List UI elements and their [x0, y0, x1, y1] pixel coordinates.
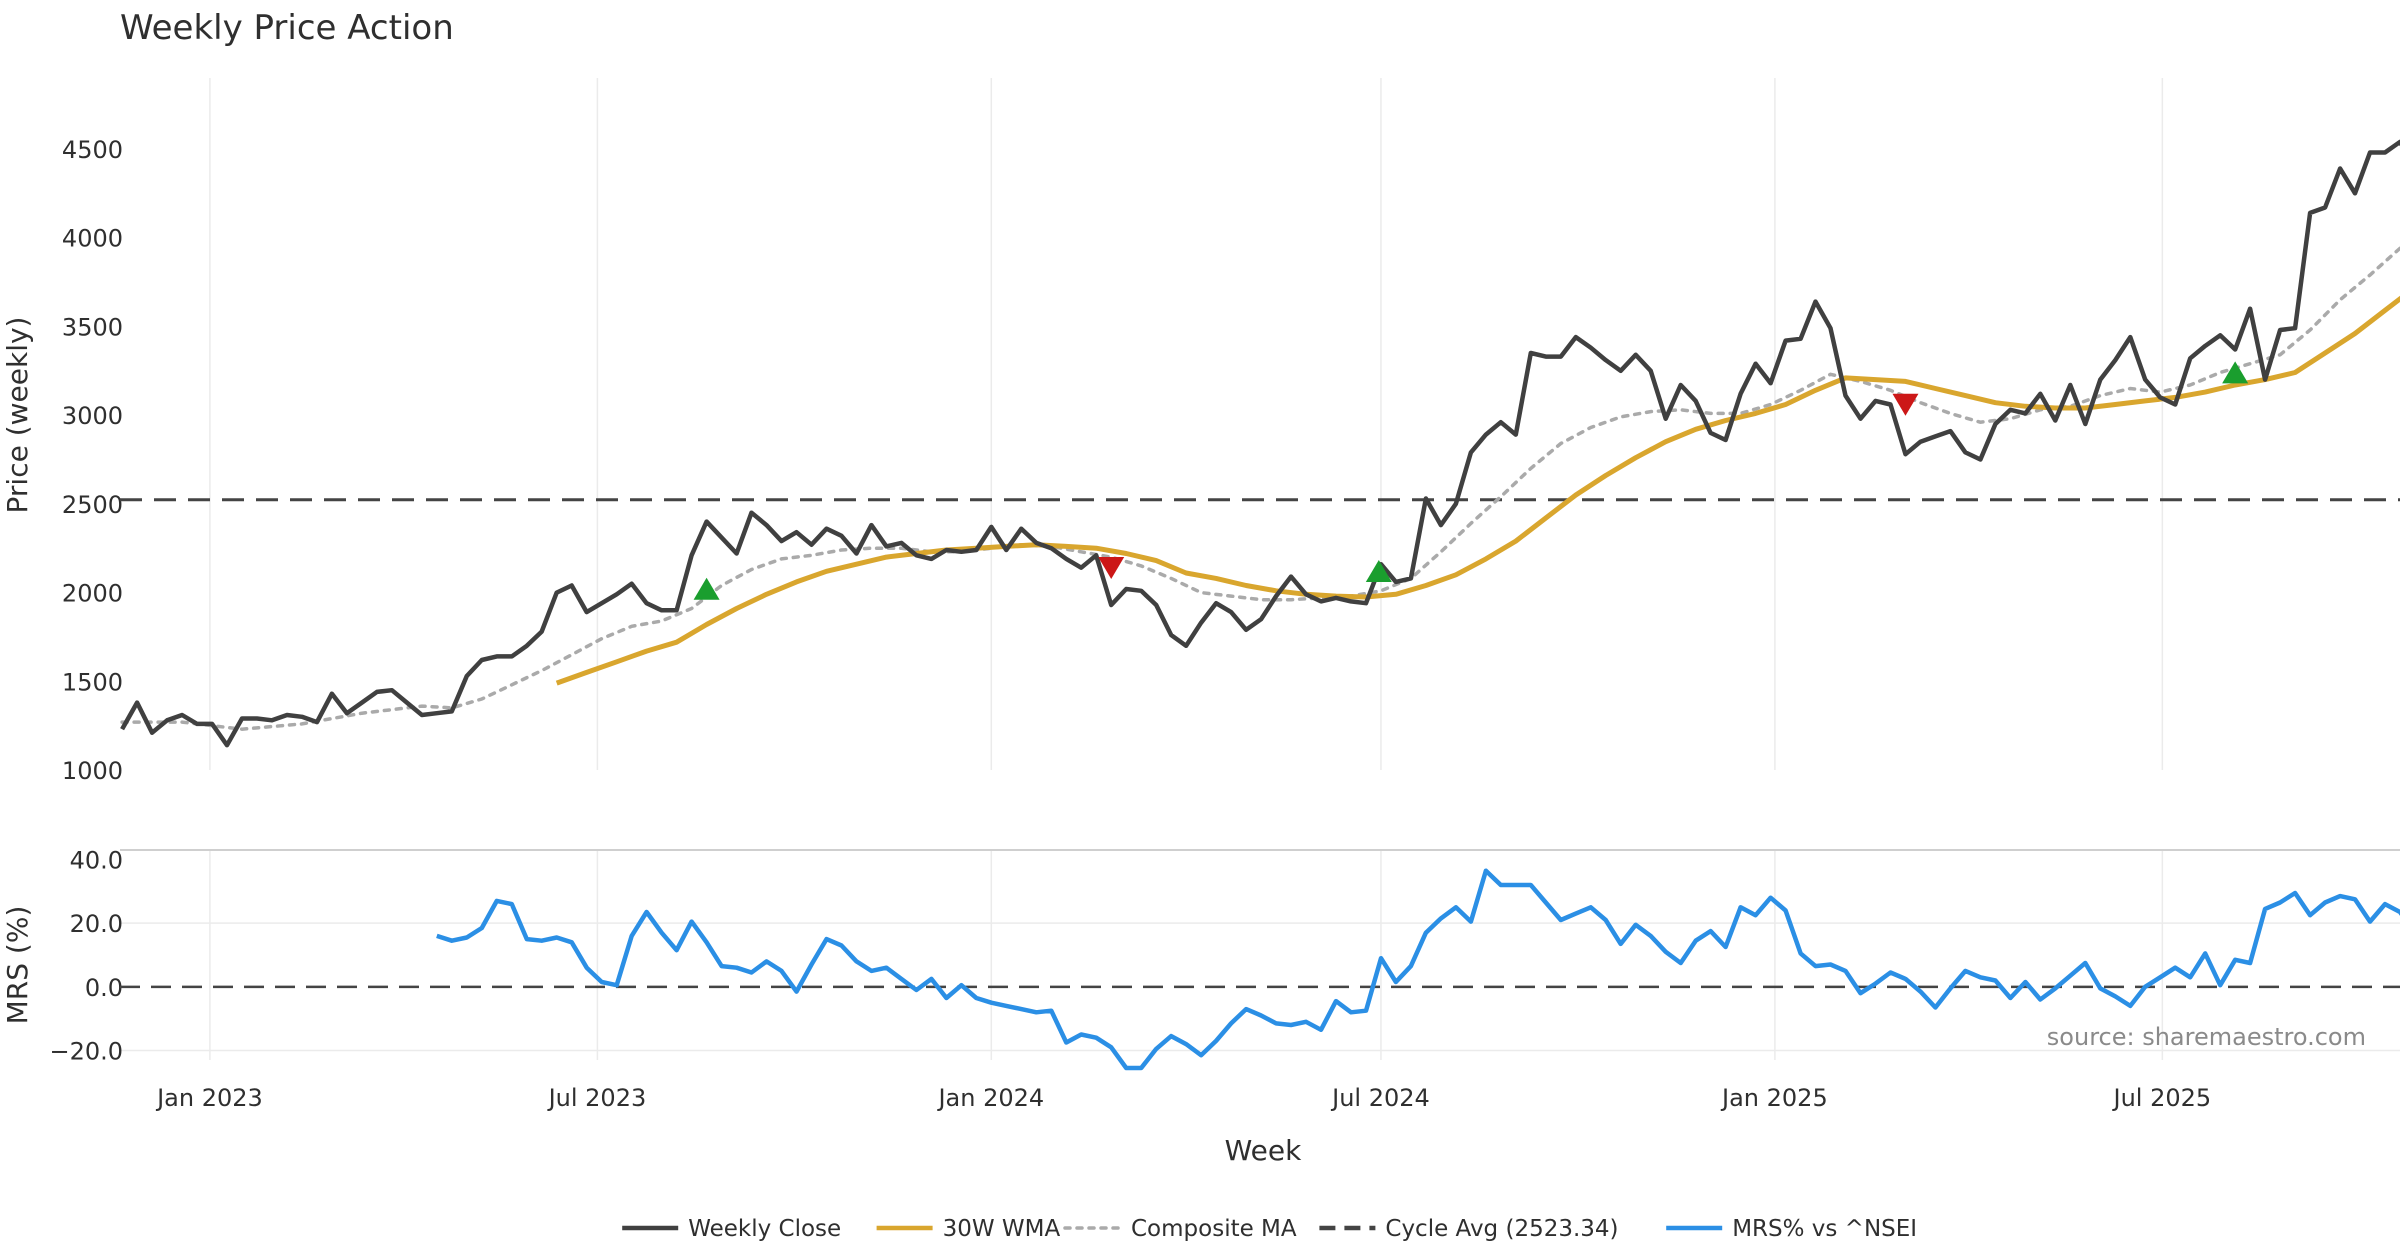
x-axis-ticks: Jan 2023 Jul 2023 Jan 2024 Jul 2024 Jan 2025…	[155, 1084, 2211, 1112]
x-axis-label: Week	[1225, 1134, 1302, 1167]
mrs-gridlines	[120, 850, 2400, 1060]
legend-item: Composite MA	[1063, 1216, 1297, 1242]
price-tick-label: 1500	[62, 668, 123, 696]
buy-signal-marker	[1365, 560, 1392, 583]
mrs-axis-label: MRS (%)	[1, 906, 34, 1025]
x-tick-label: Jul 2025	[2112, 1084, 2212, 1112]
mrs-tick-label: −20.0	[49, 1037, 123, 1065]
price-tick-label: 3000	[62, 402, 123, 430]
price-tick-label: 4000	[62, 225, 123, 253]
sell-signal-marker	[1892, 393, 1919, 416]
price-tick-label: 3500	[62, 313, 123, 341]
mrs-tick-label: 0.0	[85, 974, 123, 1002]
series-line-mrs	[436, 868, 2400, 1071]
legend-label: 30W WMA	[943, 1216, 1061, 1242]
buy-signal-marker	[693, 577, 720, 600]
series-line-30w-wma	[555, 295, 2400, 686]
legend-item: Cycle Avg (2523.34)	[1319, 1216, 1619, 1242]
mrs-tick-label: 20.0	[70, 910, 123, 938]
sell-signal-marker	[1098, 556, 1125, 579]
series-line-composite-ma	[120, 246, 2400, 731]
mrs-y-ticks: −20.0 0.0 20.0 40.0	[49, 847, 123, 1066]
price-tick-label: 1000	[62, 757, 123, 785]
buy-signal-marker	[2222, 361, 2249, 384]
legend-item: 30W WMA	[876, 1216, 1061, 1242]
price-tick-label: 2000	[62, 580, 123, 608]
mrs-tick-label: 40.0	[70, 847, 123, 875]
x-tick-label: Jan 2024	[936, 1084, 1044, 1112]
x-tick-label: Jan 2023	[155, 1084, 263, 1112]
price-axis-label: Price (weekly)	[1, 317, 34, 514]
legend-label: Cycle Avg (2523.34)	[1385, 1216, 1618, 1242]
x-tick-label: Jul 2023	[547, 1084, 647, 1112]
legend-label: Weekly Close	[688, 1216, 841, 1242]
price-tick-label: 4500	[62, 136, 123, 164]
signal-markers	[693, 361, 2249, 600]
price-y-ticks: 1000 1500 2000 2500 3000 3500 4000 4500	[62, 136, 123, 785]
legend-label: MRS% vs ^NSEI	[1732, 1216, 1917, 1242]
legend-item: Weekly Close	[622, 1216, 841, 1242]
series-line-weekly-close	[120, 139, 2400, 748]
chart-title: Weekly Price Action	[120, 8, 454, 48]
legend-label: Composite MA	[1131, 1216, 1297, 1242]
x-tick-label: Jul 2024	[1330, 1084, 1430, 1112]
price-gridlines	[209, 78, 2164, 770]
price-tick-label: 2500	[62, 491, 123, 519]
chart-legend: Weekly Close 30W WMA Composite MA Cycle Avg…	[622, 1216, 1917, 1242]
legend-item: MRS% vs ^NSEI	[1666, 1216, 1917, 1242]
x-tick-label: Jan 2025	[1720, 1084, 1828, 1112]
source-note: source: sharemaestro.com	[2047, 1023, 2366, 1051]
